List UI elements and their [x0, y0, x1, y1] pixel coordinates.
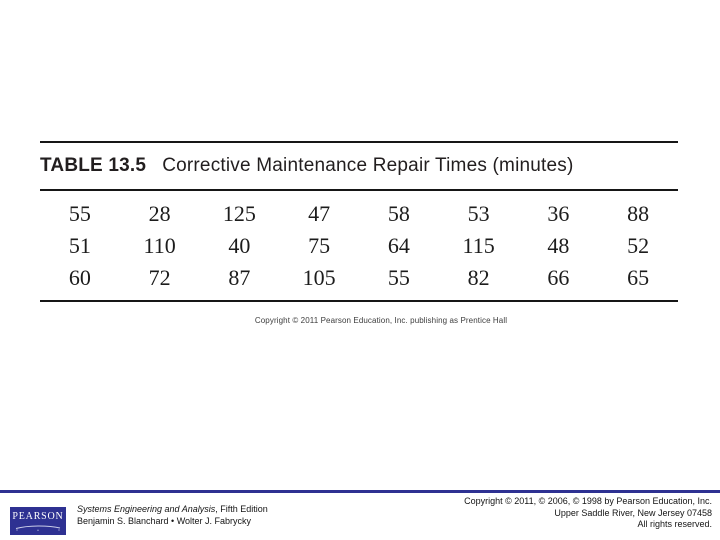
table-cell: 82	[467, 265, 490, 290]
copyright-line-3: All rights reserved.	[637, 519, 712, 529]
table-title: TABLE 13.5 Corrective Maintenance Repair…	[40, 143, 678, 189]
table-cell: 47	[308, 201, 331, 226]
table-cell: 125	[222, 201, 256, 226]
table-cell: 110	[143, 233, 176, 258]
table-cell: 55	[68, 201, 91, 226]
table-cell: 72	[148, 265, 171, 290]
table-bottom-rule	[40, 300, 678, 302]
table-cell: 88	[627, 201, 650, 226]
table-number-label: TABLE 13.5	[40, 155, 147, 176]
pearson-logo-swoosh-icon	[15, 525, 61, 531]
footer-copyright: Copyright © 2011, © 2006, © 1998 by Pear…	[464, 496, 712, 531]
footer-divider	[0, 490, 720, 493]
table-cell: 51	[68, 233, 91, 258]
table-cell: 65	[627, 265, 650, 290]
table-cell: 64	[387, 233, 410, 258]
table-cell: 48	[547, 233, 570, 258]
book-title: Systems Engineering and Analysis	[77, 504, 216, 514]
table-cell: 53	[467, 201, 490, 226]
table-figure: TABLE 13.5 Corrective Maintenance Repair…	[40, 141, 678, 325]
table-cell: 55	[387, 265, 410, 290]
table-credit-line: Copyright © 2011 Pearson Education, Inc.…	[254, 316, 508, 325]
book-authors: Benjamin S. Blanchard • Wolter J. Fabryc…	[77, 515, 252, 526]
table-cell: 105	[302, 265, 336, 290]
table-cell: 40	[228, 233, 251, 258]
pearson-logo-wordmark: PEARSON	[12, 511, 64, 522]
book-info: Systems Engineering and Analysis, Fifth …	[77, 504, 268, 527]
copyright-line-2: Upper Saddle River, New Jersey 07458	[554, 507, 712, 518]
table-cell: 75	[308, 233, 331, 258]
table-cell: 115	[462, 233, 495, 258]
table-cell: 28	[148, 201, 171, 226]
table-cell: 58	[387, 201, 410, 226]
table-cell: 87	[228, 265, 251, 290]
pearson-logo: PEARSON	[10, 507, 66, 535]
table-cell: 66	[547, 265, 570, 290]
table-cell: 36	[547, 201, 570, 226]
book-edition: , Fifth Edition	[215, 504, 268, 514]
table-caption: Corrective Maintenance Repair Times (min…	[162, 155, 574, 176]
table-header-rule	[40, 189, 678, 191]
table-cell: 52	[627, 233, 650, 258]
book-title-line: Systems Engineering and Analysis, Fifth …	[77, 504, 268, 516]
copyright-line-1: Copyright © 2011, © 2006, © 1998 by Pear…	[464, 496, 712, 506]
table-cell: 60	[68, 265, 91, 290]
repair-times-grid: 55 28 125 47 58 53 36 88 51 110 40 75 64…	[40, 191, 678, 300]
table-top-rule	[40, 141, 678, 143]
